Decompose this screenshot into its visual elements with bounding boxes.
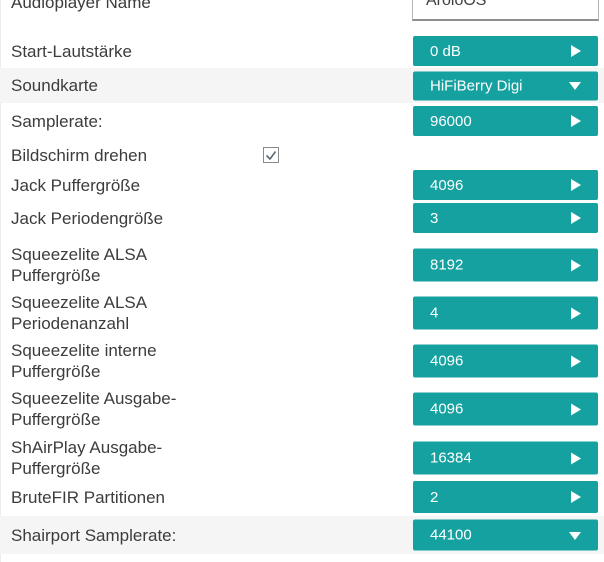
- arrow-right-icon: [569, 354, 582, 368]
- soundcard-value: HiFiBerry Digi: [430, 77, 523, 94]
- row-audioplayer-name: Audioplayer Name: [0, 0, 604, 32]
- checkmark-icon: [265, 151, 277, 161]
- start-volume-value: 0 dB: [430, 42, 461, 60]
- row-jack-period-size: Jack Periodengröße 3: [0, 202, 604, 234]
- rotate-screen-checkbox[interactable]: [263, 147, 279, 163]
- field-label-start-volume: Start-Lautstärke: [11, 41, 132, 61]
- row-shairplay-output-buffer: ShAirPlay Ausgabe-Puffergröße 16384: [0, 436, 604, 480]
- squeezelite-internal-buffer-button[interactable]: 4096: [413, 344, 598, 378]
- row-jack-buffer-size: Jack Puffergröße 4096: [0, 169, 604, 201]
- brutefir-partitions-button[interactable]: 2: [413, 481, 598, 513]
- jack-period-size-button[interactable]: 3: [413, 203, 598, 233]
- field-label-soundcard: Soundkarte: [11, 76, 98, 95]
- row-rotate-screen: Bildschirm drehen: [0, 140, 604, 170]
- row-squeezelite-output-buffer: Squeezelite Ausgabe-Puffergröße 4096: [0, 387, 604, 431]
- field-label-squeezelite-alsa-periods: Squeezelite ALSA Periodenanzahl: [11, 293, 147, 333]
- row-samplerate: Samplerate: 96000: [0, 104, 604, 138]
- arrow-right-icon: [569, 258, 582, 272]
- field-label-jack-buffer-size: Jack Puffergröße: [11, 175, 141, 195]
- squeezelite-internal-buffer-value: 4096: [430, 352, 464, 370]
- audioplayer-name-input[interactable]: [412, 0, 599, 21]
- squeezelite-alsa-period-count-value: 4: [430, 304, 439, 322]
- arrow-right-icon: [569, 451, 582, 465]
- squeezelite-alsa-buffer-value: 8192: [430, 256, 464, 274]
- shairplay-output-buffer-value: 16384: [430, 449, 472, 467]
- arrow-right-icon: [569, 114, 582, 128]
- field-label-samplerate: Samplerate:: [11, 111, 103, 131]
- field-label-jack-period-size: Jack Periodengröße: [11, 208, 164, 228]
- row-soundcard: Soundkarte HiFiBerry Digi: [0, 68, 604, 103]
- chevron-down-icon: [568, 80, 582, 91]
- field-label-brutefir-partitions: BruteFIR Partitionen: [11, 487, 166, 507]
- arrow-right-icon: [569, 490, 582, 504]
- row-shairport-samplerate: Shairport Samplerate: 44100: [0, 516, 604, 554]
- samplerate-value: 96000: [430, 112, 472, 130]
- arrow-right-icon: [569, 211, 582, 225]
- brutefir-partitions-value: 2: [430, 488, 439, 506]
- jack-buffer-size-button[interactable]: 4096: [413, 170, 598, 200]
- field-label-squeezelite-alsa-buffer: Squeezelite ALSA Puffergröße: [11, 245, 147, 285]
- soundcard-select[interactable]: HiFiBerry Digi: [413, 71, 598, 100]
- row-squeezelite-internal-buffer: Squeezelite interne Puffergröße 4096: [0, 339, 604, 383]
- arrow-right-icon: [569, 306, 582, 320]
- shairplay-output-buffer-button[interactable]: 16384: [413, 441, 598, 475]
- squeezelite-output-buffer-button[interactable]: 4096: [413, 392, 598, 426]
- field-label-audioplayer-name: Audioplayer Name: [11, 0, 151, 12]
- chevron-down-icon: [568, 530, 582, 541]
- squeezelite-output-buffer-value: 4096: [430, 400, 464, 418]
- start-volume-button[interactable]: 0 dB: [413, 36, 598, 66]
- row-squeezelite-alsa-periods: Squeezelite ALSA Periodenanzahl 4: [0, 291, 604, 335]
- page-left-border: [0, 0, 1, 562]
- row-start-volume: Start-Lautstärke 0 dB: [0, 34, 604, 68]
- arrow-right-icon: [569, 44, 582, 58]
- field-label-squeezelite-internal-buffer: Squeezelite interne Puffergröße: [11, 341, 157, 381]
- field-label-shairport-samplerate: Shairport Samplerate:: [11, 525, 177, 545]
- squeezelite-alsa-buffer-button[interactable]: 8192: [413, 248, 598, 282]
- row-squeezelite-alsa-buffer: Squeezelite ALSA Puffergröße 8192: [0, 243, 604, 287]
- arrow-right-icon: [569, 178, 582, 192]
- jack-buffer-size-value: 4096: [430, 176, 464, 194]
- field-label-rotate-screen: Bildschirm drehen: [11, 145, 148, 165]
- samplerate-button[interactable]: 96000: [413, 106, 598, 136]
- field-label-squeezelite-output-buffer: Squeezelite Ausgabe-Puffergröße: [11, 389, 177, 429]
- squeezelite-alsa-period-count-button[interactable]: 4: [413, 296, 598, 330]
- jack-period-size-value: 3: [430, 209, 439, 227]
- shairport-samplerate-value: 44100: [430, 526, 472, 544]
- row-brutefir-partitions: BruteFIR Partitionen 2: [0, 480, 604, 514]
- shairport-samplerate-select[interactable]: 44100: [413, 519, 598, 551]
- arrow-right-icon: [569, 402, 582, 416]
- field-label-shairplay-output-buffer: ShAirPlay Ausgabe-Puffergröße: [11, 438, 163, 478]
